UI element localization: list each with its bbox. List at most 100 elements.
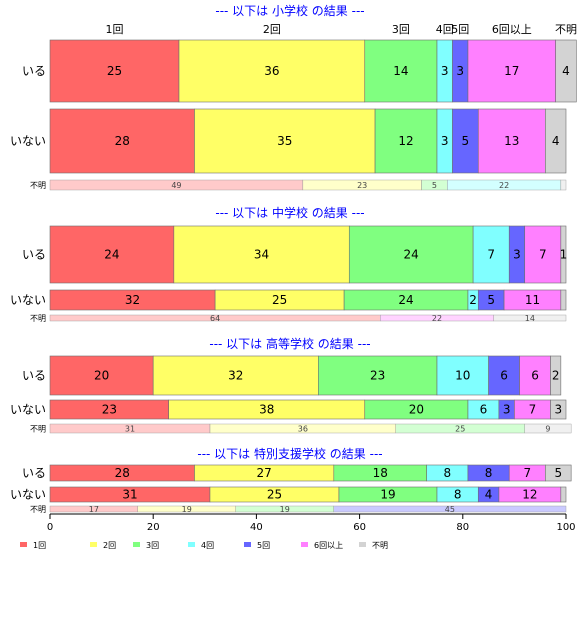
bar-segment xyxy=(374,108,438,174)
data-label: 35 xyxy=(277,134,292,148)
bar-segment xyxy=(545,108,567,174)
data-label: 10 xyxy=(455,369,470,383)
bar-segment xyxy=(178,39,366,103)
bar-segment xyxy=(333,505,567,513)
bar-segment xyxy=(560,179,567,191)
row-label: いない xyxy=(10,134,46,148)
legend-label: 4回 xyxy=(201,541,214,550)
bar-segment xyxy=(488,355,520,396)
data-label: 32 xyxy=(125,293,140,307)
data-label: 20 xyxy=(94,369,109,383)
row-label: いる xyxy=(22,64,46,78)
data-label: 3 xyxy=(503,403,511,417)
data-label: 3 xyxy=(456,64,464,78)
data-label: 24 xyxy=(404,248,419,262)
data-label: 4 xyxy=(562,64,570,78)
legend-swatch xyxy=(359,542,366,547)
bar-segment xyxy=(524,423,572,434)
data-label: 36 xyxy=(264,64,279,78)
row-label: 不明 xyxy=(30,505,46,514)
data-label: 2 xyxy=(552,369,560,383)
data-label: 45 xyxy=(445,505,455,514)
bar-segment xyxy=(524,225,562,284)
data-label: 20 xyxy=(409,403,424,417)
legend-swatch xyxy=(90,542,97,547)
data-label: 3 xyxy=(513,248,521,262)
category-label: 5回 xyxy=(451,23,469,36)
bar-segment xyxy=(560,225,567,284)
category-label: 6回以上 xyxy=(492,23,532,36)
data-label: 23 xyxy=(370,369,385,383)
row-label: 不明 xyxy=(30,425,46,434)
category-label: 2回 xyxy=(263,23,281,36)
data-label: 4 xyxy=(552,134,560,148)
data-label: 4 xyxy=(485,488,493,502)
data-label: 24 xyxy=(104,248,119,262)
data-label: 17 xyxy=(89,505,99,514)
bar-segment xyxy=(519,355,551,396)
row-label: いる xyxy=(22,248,46,262)
group-title: --- 以下は 高等学校 の結果 --- xyxy=(209,336,370,351)
data-label: 8 xyxy=(443,466,451,480)
data-label: 25 xyxy=(272,293,287,307)
data-label: 27 xyxy=(256,466,271,480)
data-label: 7 xyxy=(523,466,531,480)
data-label: 28 xyxy=(115,134,130,148)
data-label: 18 xyxy=(373,466,388,480)
data-label: 5 xyxy=(554,466,562,480)
data-label: 32 xyxy=(228,369,243,383)
data-label: 17 xyxy=(504,64,519,78)
row-label: 不明 xyxy=(30,314,46,323)
x-tick-label: 20 xyxy=(147,522,160,533)
bar-segment xyxy=(152,355,319,396)
data-label: 19 xyxy=(380,488,395,502)
row-label: 不明 xyxy=(30,181,46,190)
data-label: 31 xyxy=(122,488,137,502)
group-title: --- 以下は 小学校 の結果 --- xyxy=(215,3,364,18)
legend-label: 6回以上 xyxy=(314,541,343,550)
data-label: 24 xyxy=(398,293,413,307)
bar-segment xyxy=(550,355,562,396)
data-label: 7 xyxy=(539,248,547,262)
data-label: 23 xyxy=(357,181,367,190)
row-label: いない xyxy=(10,403,46,417)
data-label: 7 xyxy=(487,248,495,262)
data-label: 3 xyxy=(441,134,449,148)
x-tick-label: 0 xyxy=(47,522,53,533)
data-label: 8 xyxy=(454,488,462,502)
data-label: 36 xyxy=(298,425,308,434)
data-label: 12 xyxy=(398,134,413,148)
bar-segment xyxy=(49,108,195,174)
data-label: 9 xyxy=(545,425,550,434)
data-label: 3 xyxy=(554,403,562,417)
category-label: 1回 xyxy=(106,23,124,36)
data-label: 5 xyxy=(432,181,437,190)
legend-label: 1回 xyxy=(33,541,46,550)
legend-swatch xyxy=(20,542,27,547)
data-label: 22 xyxy=(499,181,509,190)
legend-swatch xyxy=(244,542,251,547)
data-label: 25 xyxy=(107,64,122,78)
x-tick-label: 60 xyxy=(353,522,366,533)
legend-label: 2回 xyxy=(103,541,116,550)
data-label: 22 xyxy=(432,314,442,323)
data-label: 28 xyxy=(115,466,130,480)
bar-segment xyxy=(477,108,546,174)
bar-segment xyxy=(560,289,567,311)
group-title: --- 以下は 特別支援学校 の結果 --- xyxy=(197,446,382,461)
bar-segment xyxy=(318,355,438,396)
legend-swatch xyxy=(188,542,195,547)
data-label: 5 xyxy=(462,134,470,148)
data-label: 13 xyxy=(504,134,519,148)
legend-label: 3回 xyxy=(146,541,159,550)
row-label: いる xyxy=(22,466,46,480)
bar-segment xyxy=(49,355,154,396)
group-title: --- 以下は 中学校 の結果 --- xyxy=(215,205,364,220)
category-label: 不明 xyxy=(555,23,577,36)
row-label: いない xyxy=(10,488,46,502)
legend-swatch xyxy=(133,542,140,547)
legend-label: 不明 xyxy=(372,541,388,550)
data-label: 38 xyxy=(259,403,274,417)
x-tick-label: 80 xyxy=(456,522,469,533)
